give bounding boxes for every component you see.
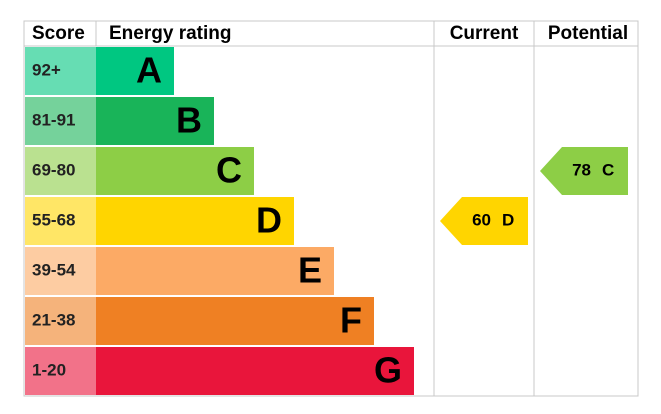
score-cell	[25, 297, 96, 345]
score-cell-tint	[25, 197, 96, 245]
rating-letter: F	[340, 300, 362, 341]
score-cell-tint	[25, 47, 96, 95]
current-value: 60	[472, 210, 491, 229]
current-letter: D	[502, 210, 514, 229]
score-range: 69-80	[32, 160, 75, 179]
rating-letter: G	[374, 350, 402, 391]
current-header: Current	[450, 23, 519, 44]
score-cell	[25, 97, 96, 145]
rating-letter: B	[176, 100, 202, 141]
score-range: 21-38	[32, 310, 75, 329]
rating-bar	[96, 147, 254, 195]
score-cell	[25, 197, 96, 245]
score-range: 39-54	[32, 260, 76, 279]
score-range: 1-20	[32, 360, 66, 379]
potential-arrow	[540, 147, 628, 195]
rating-bar	[96, 197, 294, 245]
rating-header: Energy rating	[109, 23, 231, 44]
score-cell	[25, 347, 96, 395]
score-cell	[25, 247, 96, 295]
frame	[23, 20, 639, 397]
rating-bar	[96, 47, 174, 95]
score-cell	[25, 147, 96, 195]
rating-bar	[96, 347, 414, 395]
rating-letter: A	[136, 50, 162, 91]
potential-header: Potential	[548, 23, 628, 44]
score-range: 55-68	[32, 210, 75, 229]
score-header: Score	[32, 23, 85, 44]
rating-letter: E	[298, 250, 322, 291]
score-cell-tint	[25, 297, 96, 345]
score-cell-tint	[25, 247, 96, 295]
score-cell-tint	[25, 147, 96, 195]
rating-letter: C	[216, 150, 242, 191]
rating-bar	[96, 247, 334, 295]
rating-letter: D	[256, 200, 282, 241]
score-cell-tint	[25, 347, 96, 395]
score-range: 92+	[32, 60, 61, 79]
potential-letter: C	[602, 160, 614, 179]
current-arrow	[440, 197, 528, 245]
rating-bar	[96, 297, 374, 345]
score-cell-tint	[25, 97, 96, 145]
score-cell	[25, 47, 96, 95]
rating-bar	[96, 97, 214, 145]
score-range: 81-91	[32, 110, 75, 129]
potential-value: 78	[572, 160, 591, 179]
